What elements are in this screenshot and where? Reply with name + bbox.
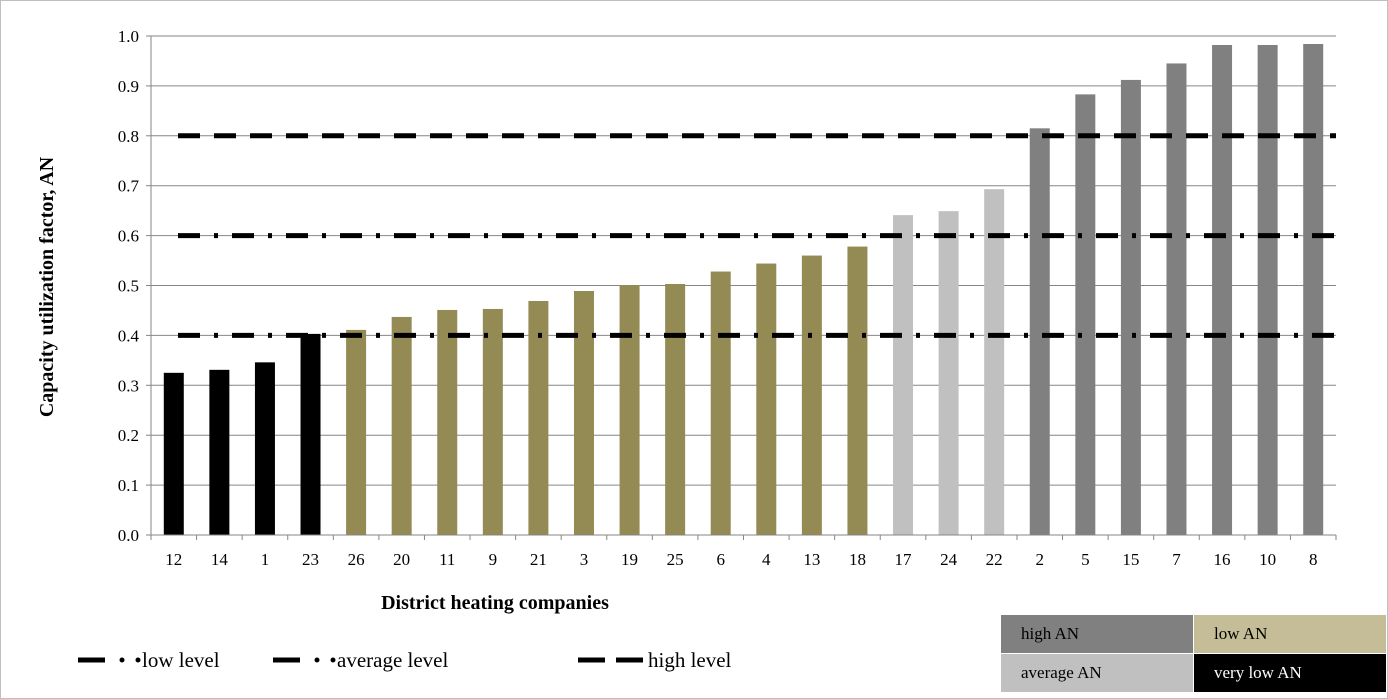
bar-10 [1257, 44, 1278, 536]
legend-dot [135, 657, 141, 663]
bar-1 [254, 362, 275, 535]
y-tick-label: 0.1 [118, 476, 139, 495]
bar-12 [163, 372, 184, 535]
class-legend: high AN low AN average AN very low AN [1000, 614, 1387, 693]
bars [163, 43, 1324, 536]
bar-24 [938, 211, 959, 536]
bar-25 [665, 284, 686, 535]
reference-lines [178, 133, 1336, 338]
legend-label: high level [648, 648, 732, 672]
bar-2 [1029, 128, 1050, 535]
x-tick-label: 4 [762, 550, 771, 569]
legend-dot [330, 657, 336, 663]
x-tick-label: 14 [211, 550, 229, 569]
bar-7 [1166, 63, 1187, 535]
x-tick-label: 26 [348, 550, 365, 569]
gridlines [151, 35, 1336, 486]
bar-3 [573, 290, 594, 535]
bar-18 [847, 246, 868, 535]
x-tick-label: 25 [667, 550, 684, 569]
bar-22 [984, 189, 1005, 535]
bar-16 [1212, 44, 1233, 536]
x-tick-label: 17 [895, 550, 913, 569]
bar-14 [209, 369, 230, 535]
bar-17 [893, 215, 914, 536]
x-tick-label: 12 [165, 550, 182, 569]
x-tick-label: 16 [1214, 550, 1231, 569]
x-tick-label: 5 [1081, 550, 1090, 569]
legend-low-an: low AN [1193, 614, 1387, 654]
bar-11 [437, 309, 458, 535]
bar-9 [482, 308, 503, 535]
bar-5 [1075, 94, 1096, 536]
x-tick-label: 10 [1259, 550, 1276, 569]
x-tick-label: 11 [439, 550, 455, 569]
bar-19 [619, 285, 640, 535]
bar-15 [1120, 79, 1141, 536]
y-tick-label: 0.2 [118, 426, 139, 445]
bar-13 [801, 255, 822, 535]
x-tick-label: 15 [1122, 550, 1139, 569]
y-tick-label: 0.0 [118, 526, 139, 545]
x-tick-label: 7 [1172, 550, 1181, 569]
x-tick-label: 24 [940, 550, 958, 569]
x-tick-label: 23 [302, 550, 319, 569]
line-legend: low level average level high level [78, 648, 732, 672]
bar-23 [300, 333, 321, 535]
y-tick-label: 1.0 [118, 27, 139, 46]
bar-20 [391, 316, 412, 535]
legend-average-an: average AN [1000, 653, 1194, 693]
y-tick-labels: 0.0 0.1 0.2 0.3 0.4 0.5 0.6 0.7 0.8 0.9 1.0 [118, 27, 140, 545]
x-tick-label: 18 [849, 550, 866, 569]
bar-8 [1303, 43, 1324, 535]
bar-6 [710, 271, 731, 535]
legend-dot [119, 657, 125, 663]
x-tick-label: 19 [621, 550, 638, 569]
x-tick-label: 13 [803, 550, 820, 569]
y-axis-label: Capacity utilization factor, AN [36, 156, 58, 417]
x-tick-label: 6 [716, 550, 725, 569]
bar-26 [346, 329, 367, 535]
x-axis-label: District heating companies [381, 592, 609, 614]
x-tick-label: 20 [393, 550, 410, 569]
x-tick-label: 21 [530, 550, 547, 569]
axes [146, 35, 1337, 540]
x-tick-label: 9 [489, 550, 498, 569]
legend-dot [314, 657, 320, 663]
x-tick-label: 8 [1309, 550, 1318, 569]
y-tick-label: 0.6 [118, 227, 139, 246]
legend-label: average level [337, 648, 449, 672]
y-tick-label: 0.7 [118, 177, 140, 196]
y-tick-label: 0.9 [118, 77, 139, 96]
y-tick-label: 0.3 [118, 376, 139, 395]
bar-4 [756, 263, 777, 535]
y-tick-label: 0.4 [118, 326, 140, 345]
x-tick-label: 22 [986, 550, 1003, 569]
legend-high-an: high AN [1000, 614, 1194, 654]
legend-label: low level [142, 648, 220, 672]
x-tick-label: 1 [261, 550, 270, 569]
x-tick-labels: 12 14 1 23 26 20 11 9 21 3 19 25 6 4 13 18 17 24 22 2 5 15 7 16… [165, 550, 1317, 569]
y-tick-label: 0.8 [118, 127, 139, 146]
x-tick-label: 3 [580, 550, 589, 569]
bar-21 [528, 300, 549, 535]
legend-very-low-an: very low AN [1193, 653, 1387, 693]
x-tick-label: 2 [1036, 550, 1045, 569]
y-tick-label: 0.5 [118, 277, 139, 296]
